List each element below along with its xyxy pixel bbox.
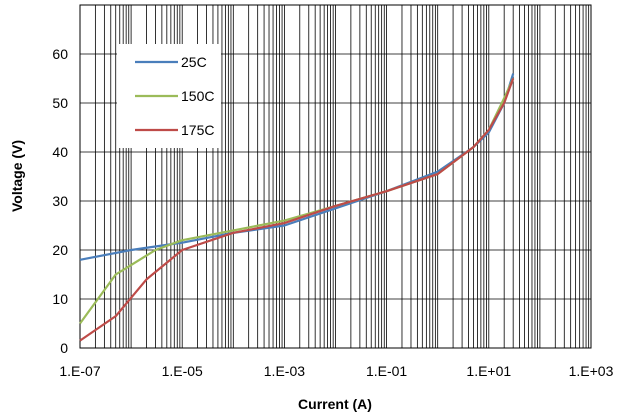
y-tick-label: 50 <box>52 95 68 111</box>
series-lines <box>79 73 515 342</box>
y-tick-label: 30 <box>52 193 68 209</box>
legend: 25C 150C 175C <box>117 44 221 148</box>
y-tick-label: 10 <box>52 291 68 307</box>
x-tick-label: 1.E+01 <box>466 363 511 379</box>
x-tick-label: 1.E+03 <box>569 363 614 379</box>
y-tick-label: 0 <box>60 340 68 356</box>
y-axis-title: Voltage (V) <box>9 140 25 212</box>
legend-label-175c: 175C <box>181 122 214 138</box>
tick-labels: 1.E-07 1.E-05 1.E-03 1.E-01 1.E+01 1.E+03 0 10 2… <box>52 46 613 379</box>
x-tick-label: 1.E-07 <box>59 363 100 379</box>
legend-label-150c: 150C <box>181 88 214 104</box>
x-tick-label: 1.E-05 <box>162 363 203 379</box>
x-tick-label: 1.E-01 <box>366 363 407 379</box>
x-axis-title: Current (A) <box>298 396 372 412</box>
series-line-175c <box>79 78 515 342</box>
y-tick-label: 40 <box>52 144 68 160</box>
y-tick-label: 60 <box>52 46 68 62</box>
y-tick-label: 20 <box>52 242 68 258</box>
plot-area-border <box>79 4 592 349</box>
legend-label-25c: 25C <box>181 54 207 70</box>
x-tick-label: 1.E-03 <box>264 363 305 379</box>
